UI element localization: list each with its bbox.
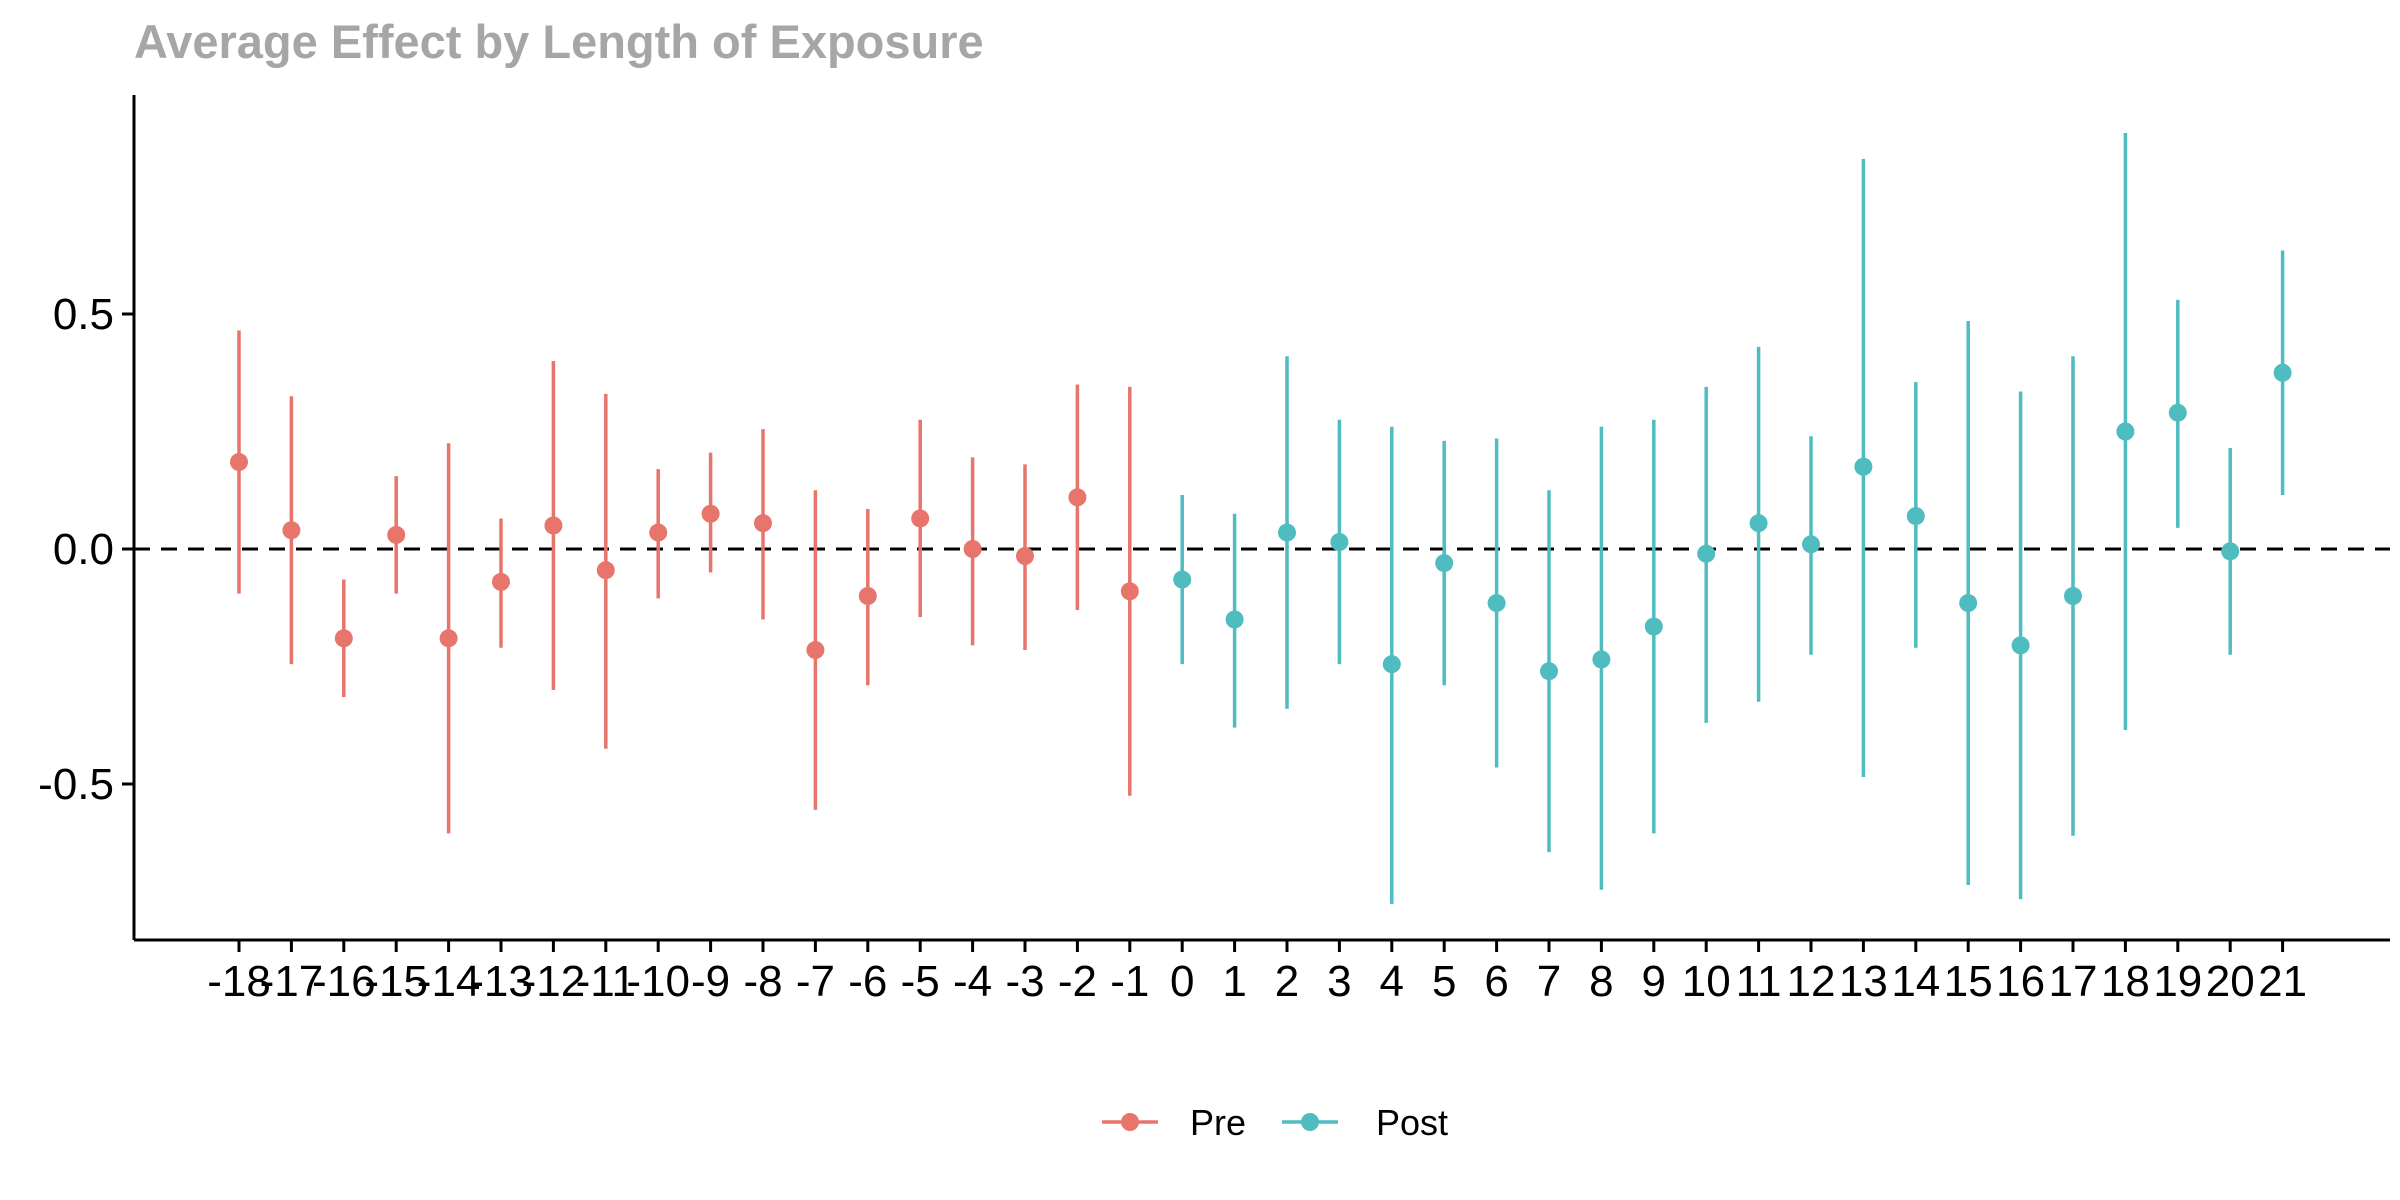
x-tick-label: 2 (1275, 957, 1299, 1006)
x-tick-label: -5 (901, 957, 940, 1006)
x-tick-label: 21 (2258, 957, 2307, 1006)
y-tick-label: 0.0 (53, 525, 114, 574)
x-tick-label: -6 (848, 957, 887, 1006)
post-point (1906, 507, 1925, 526)
pre-point (492, 572, 510, 591)
x-tick-label: -7 (796, 957, 835, 1006)
pre-point (754, 514, 772, 533)
post-point (1382, 655, 1401, 674)
x-tick-label: -11 (576, 957, 636, 1006)
pre-point (1016, 547, 1034, 566)
post-point (1592, 650, 1611, 669)
x-tick-label: -12 (522, 957, 586, 1006)
x-tick-label: 18 (2101, 957, 2150, 1006)
x-tick-label: -1 (1110, 957, 1149, 1006)
legend-pre-marker (1121, 1113, 1139, 1131)
x-tick-label: -16 (312, 957, 376, 1006)
x-tick-label: -9 (691, 957, 730, 1006)
x-tick-label: -2 (1058, 957, 1097, 1006)
x-tick-label: 4 (1380, 957, 1404, 1006)
post-point (1225, 610, 1244, 629)
x-tick-label: 8 (1589, 957, 1613, 1006)
chart-marks (230, 133, 2292, 904)
legend-post-label: Post (1376, 1102, 1448, 1143)
legend: Pre Post (1102, 1102, 1448, 1143)
x-tick-label: -10 (626, 957, 690, 1006)
post-point (2116, 422, 2135, 441)
post-point (1749, 514, 1768, 533)
x-tick-label: 1 (1222, 957, 1246, 1006)
pre-point (282, 521, 301, 540)
x-tick-label: 0 (1170, 957, 1194, 1006)
x-tick-label: 5 (1432, 957, 1456, 1006)
pre-point (439, 629, 458, 648)
post-point (2273, 363, 2292, 382)
post-point (1540, 662, 1558, 681)
post-point (1697, 544, 1716, 563)
axes: -0.50.00.5-18-17-16-15-14-13-12-11-10 -9-… (38, 95, 2390, 1006)
post-point (1487, 594, 1506, 613)
x-tick-label: 9 (1642, 957, 1666, 1006)
pre-point (334, 629, 353, 648)
x-tick-label: -15 (364, 957, 428, 1006)
x-tick-label: 7 (1537, 957, 1561, 1006)
pre-point (1068, 488, 1087, 507)
pre-point (1120, 582, 1139, 601)
x-tick-label: -8 (743, 957, 782, 1006)
x-tick-label: 13 (1839, 957, 1888, 1006)
legend-post-marker (1301, 1113, 1319, 1131)
post-point (1644, 617, 1663, 636)
x-tick-label: -3 (1005, 957, 1044, 1006)
pre-point (387, 525, 406, 544)
x-tick-label: 19 (2153, 957, 2202, 1006)
chart-title: Average Effect by Length of Exposure (134, 15, 984, 68)
x-tick-label: 14 (1891, 957, 1940, 1006)
x-tick-label: -4 (953, 957, 992, 1006)
pre-point (858, 587, 877, 605)
post-point (1435, 554, 1454, 573)
pre-point (701, 504, 720, 523)
pre-point (230, 453, 248, 472)
post-point (1330, 532, 1349, 551)
x-tick-label: 10 (1682, 957, 1731, 1006)
post-point (2168, 403, 2187, 422)
x-tick-label: 20 (2206, 957, 2255, 1006)
post-point (1802, 535, 1820, 554)
post-point (2011, 636, 2030, 655)
post-point (1278, 523, 1296, 542)
pre-point (963, 540, 982, 558)
x-tick-label: -18 (207, 957, 271, 1006)
pre-point (596, 561, 615, 580)
x-tick-label: -17 (260, 957, 324, 1006)
post-point (1854, 457, 1873, 476)
x-tick-label: 3 (1327, 957, 1351, 1006)
y-tick-label: 0.5 (53, 290, 114, 339)
x-tick-label: 17 (2049, 957, 2098, 1006)
y-tick-label: -0.5 (38, 760, 114, 809)
x-tick-label: 12 (1787, 957, 1836, 1006)
post-point (1173, 570, 1192, 589)
pre-point (806, 641, 825, 660)
x-tick-label: 6 (1484, 957, 1508, 1006)
x-tick-label: 16 (1996, 957, 2045, 1006)
x-tick-label: 11 (1736, 957, 1782, 1006)
pre-point (911, 509, 930, 528)
post-point (2221, 542, 2240, 561)
pre-point (649, 523, 668, 542)
legend-pre-label: Pre (1190, 1102, 1246, 1143)
x-tick-label: 15 (1944, 957, 1993, 1006)
x-tick-label: -13 (469, 957, 533, 1006)
x-tick-label: -14 (417, 957, 481, 1006)
post-point (1959, 594, 1978, 613)
pre-point (544, 516, 563, 535)
post-point (2064, 587, 2082, 605)
